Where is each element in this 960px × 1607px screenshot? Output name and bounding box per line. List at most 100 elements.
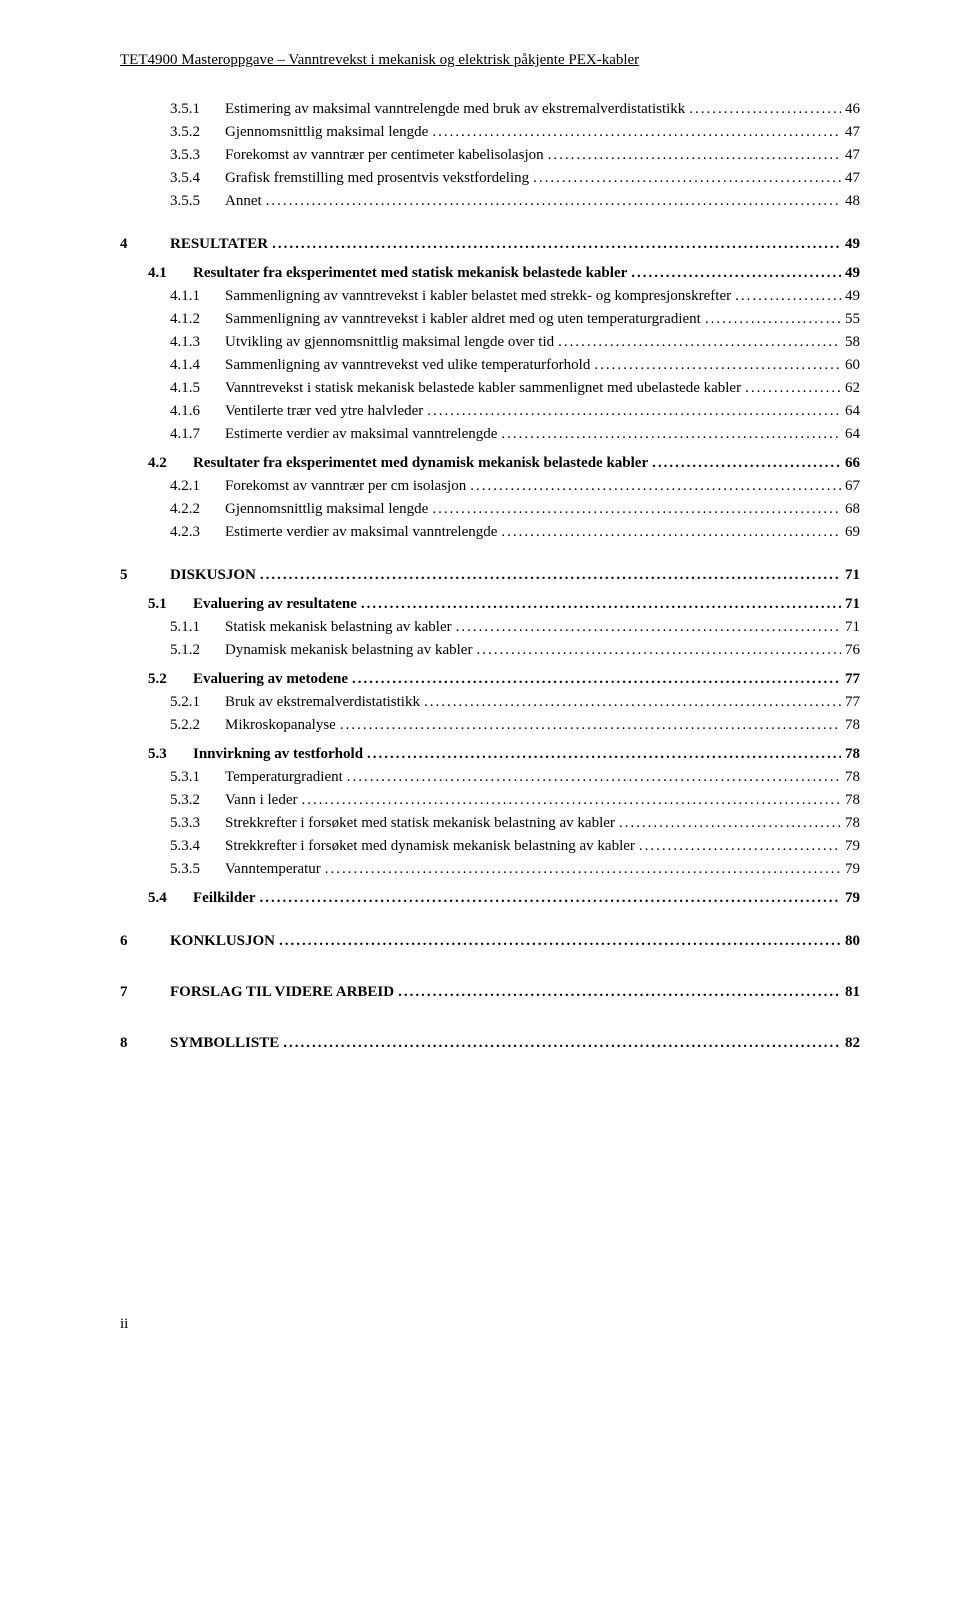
toc-entry-number: 5.2 xyxy=(148,669,193,690)
toc-entry-title: Mikroskopanalyse xyxy=(225,715,336,736)
toc-entry-leader xyxy=(705,309,841,330)
toc-entry-number: 4.1.5 xyxy=(170,378,225,399)
toc-entry-page: 78 xyxy=(845,790,860,811)
page-number-footer: ii xyxy=(120,1314,860,1335)
toc-entry-leader xyxy=(619,813,841,834)
toc-entry-page: 79 xyxy=(845,859,860,880)
toc-entry-number: 3.5.5 xyxy=(170,191,225,212)
toc-gap xyxy=(120,545,860,565)
toc-entry-title: KONKLUSJON xyxy=(170,931,275,952)
toc-entry-leader xyxy=(398,982,841,1003)
toc-entry-number: 5.3.1 xyxy=(170,767,225,788)
toc-entry-title: Evaluering av resultatene xyxy=(193,594,357,615)
toc-entry-page: 71 xyxy=(845,565,860,586)
toc-entry-number: 3.5.3 xyxy=(170,145,225,166)
toc-entry-page: 77 xyxy=(845,692,860,713)
toc-entry-page: 78 xyxy=(845,744,860,765)
toc-entry: 5.3.5Vanntemperatur 79 xyxy=(120,859,860,880)
toc-entry: 5.2.1Bruk av ekstremalverdistatistikk 77 xyxy=(120,692,860,713)
toc-entry-number: 5.3 xyxy=(148,744,193,765)
toc-entry-leader xyxy=(266,191,841,212)
toc-entry: 3.5.5Annet 48 xyxy=(120,191,860,212)
table-of-contents: 3.5.1Estimering av maksimal vanntrelengd… xyxy=(120,99,860,1054)
toc-entry-leader xyxy=(501,424,841,445)
toc-entry-number: 5.3.4 xyxy=(170,836,225,857)
toc-entry-number: 4.1.7 xyxy=(170,424,225,445)
toc-gap xyxy=(120,214,860,234)
toc-entry-page: 55 xyxy=(845,309,860,330)
toc-entry-number: 5.3.5 xyxy=(170,859,225,880)
toc-entry-title: Sammenligning av vanntrevekst i kabler b… xyxy=(225,286,731,307)
toc-entry: 5.2.2Mikroskopanalyse 78 xyxy=(120,715,860,736)
toc-entry-page: 58 xyxy=(845,332,860,353)
toc-entry: 4RESULTATER 49 xyxy=(120,234,860,255)
toc-entry-page: 79 xyxy=(845,836,860,857)
toc-entry-number: 8 xyxy=(120,1033,170,1054)
toc-entry-title: FORSLAG TIL VIDERE ARBEID xyxy=(170,982,394,1003)
toc-entry-number: 5.2.1 xyxy=(170,692,225,713)
toc-entry-leader xyxy=(501,522,841,543)
toc-entry-leader xyxy=(456,617,841,638)
toc-entry-number: 5 xyxy=(120,565,170,586)
toc-entry-number: 4.2 xyxy=(148,453,193,474)
toc-entry-number: 4.1.4 xyxy=(170,355,225,376)
toc-entry-title: Innvirkning av testforhold xyxy=(193,744,363,765)
toc-entry-number: 4.1 xyxy=(148,263,193,284)
toc-entry: 5.3.2Vann i leder 78 xyxy=(120,790,860,811)
toc-gap xyxy=(120,1005,860,1033)
toc-entry-title: Feilkilder xyxy=(193,888,256,909)
toc-entry: 4.2.1Forekomst av vanntrær per cm isolas… xyxy=(120,476,860,497)
toc-entry-page: 49 xyxy=(845,234,860,255)
toc-entry-leader xyxy=(548,145,841,166)
toc-entry-title: Estimerte verdier av maksimal vanntrelen… xyxy=(225,522,497,543)
toc-entry-leader xyxy=(652,453,841,474)
toc-gap xyxy=(120,954,860,982)
toc-entry-title: RESULTATER xyxy=(170,234,268,255)
toc-entry: 8SYMBOLLISTE 82 xyxy=(120,1033,860,1054)
toc-entry-page: 62 xyxy=(845,378,860,399)
toc-entry-number: 4.1.1 xyxy=(170,286,225,307)
toc-entry-leader xyxy=(558,332,841,353)
toc-entry-title: Forekomst av vanntrær per centimeter kab… xyxy=(225,145,544,166)
toc-entry-leader xyxy=(745,378,841,399)
toc-entry-title: Utvikling av gjennomsnittlig maksimal le… xyxy=(225,332,554,353)
toc-entry-number: 5.3.3 xyxy=(170,813,225,834)
toc-entry-number: 5.1.2 xyxy=(170,640,225,661)
toc-entry-page: 67 xyxy=(845,476,860,497)
toc-entry-page: 69 xyxy=(845,522,860,543)
toc-entry-page: 80 xyxy=(845,931,860,952)
toc-entry: 4.2.2Gjennomsnittlig maksimal lengde 68 xyxy=(120,499,860,520)
toc-entry-page: 60 xyxy=(845,355,860,376)
toc-entry: 4.1.4Sammenligning av vanntrevekst ved u… xyxy=(120,355,860,376)
toc-entry: 4.2Resultater fra eksperimentet med dyna… xyxy=(120,453,860,474)
toc-entry-page: 46 xyxy=(845,99,860,120)
toc-entry: 3.5.4Grafisk fremstilling med prosentvis… xyxy=(120,168,860,189)
toc-entry-page: 78 xyxy=(845,813,860,834)
toc-entry-page: 76 xyxy=(845,640,860,661)
toc-entry-number: 3.5.2 xyxy=(170,122,225,143)
toc-entry-number: 6 xyxy=(120,931,170,952)
toc-entry-number: 4.2.3 xyxy=(170,522,225,543)
toc-entry-page: 49 xyxy=(845,263,860,284)
toc-entry: 4.1.7Estimerte verdier av maksimal vannt… xyxy=(120,424,860,445)
toc-entry: 5.3.3Strekkrefter i forsøket med statisk… xyxy=(120,813,860,834)
toc-entry-title: Sammenligning av vanntrevekst i kabler a… xyxy=(225,309,701,330)
toc-entry-leader xyxy=(424,692,841,713)
toc-entry-title: Estimering av maksimal vanntrelengde med… xyxy=(225,99,685,120)
toc-entry-page: 78 xyxy=(845,715,860,736)
toc-entry-title: SYMBOLLISTE xyxy=(170,1033,279,1054)
toc-entry-number: 7 xyxy=(120,982,170,1003)
toc-entry-number: 4.1.6 xyxy=(170,401,225,422)
toc-entry-title: Bruk av ekstremalverdistatistikk xyxy=(225,692,420,713)
toc-entry: 4.1.1Sammenligning av vanntrevekst i kab… xyxy=(120,286,860,307)
toc-entry-page: 49 xyxy=(845,286,860,307)
toc-entry-number: 4 xyxy=(120,234,170,255)
toc-entry-title: Evaluering av metodene xyxy=(193,669,348,690)
toc-entry: 7FORSLAG TIL VIDERE ARBEID 81 xyxy=(120,982,860,1003)
toc-entry: 3.5.3Forekomst av vanntrær per centimete… xyxy=(120,145,860,166)
toc-entry-leader xyxy=(279,931,841,952)
toc-entry-number: 4.2.2 xyxy=(170,499,225,520)
toc-entry: 4.2.3Estimerte verdier av maksimal vannt… xyxy=(120,522,860,543)
toc-entry-leader xyxy=(735,286,841,307)
toc-entry-number: 5.3.2 xyxy=(170,790,225,811)
